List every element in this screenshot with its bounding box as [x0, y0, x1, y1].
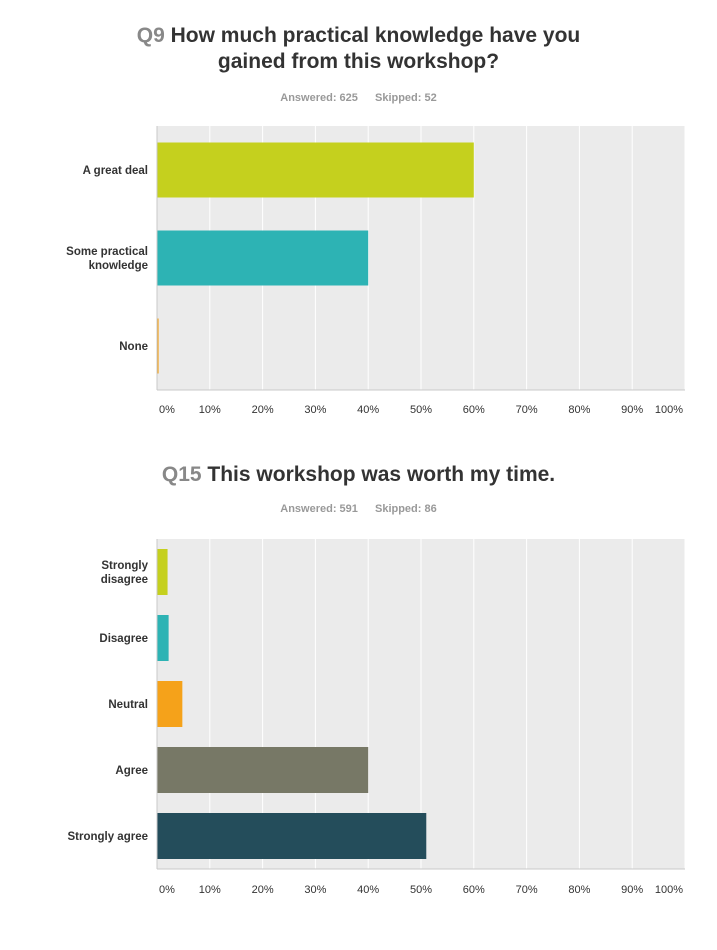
- q15-skipped: Skipped: 86: [374, 503, 437, 515]
- x-tick-label: 50%: [410, 404, 432, 416]
- q15-title: Q15 This workshop was worth my time.: [0, 462, 717, 488]
- q9-title: Q9 How much practical knowledge have you…: [0, 23, 717, 75]
- x-tick-label: 20%: [252, 884, 274, 896]
- x-tick-label: 100%: [655, 884, 683, 896]
- bar: [157, 142, 474, 198]
- x-tick-label: 50%: [410, 884, 432, 896]
- x-tick-label: 70%: [516, 884, 538, 896]
- x-tick-label: 10%: [199, 404, 221, 416]
- x-tick-label: 40%: [357, 884, 379, 896]
- x-tick-label: 60%: [463, 884, 485, 896]
- category-label: Neutral: [108, 699, 148, 711]
- x-tick-label: 10%: [199, 884, 221, 896]
- category-label: Agree: [115, 765, 148, 777]
- q9-answered: Answered: 625: [280, 92, 358, 104]
- x-tick-label: 40%: [357, 404, 379, 416]
- x-tick-label: 90%: [621, 404, 643, 416]
- x-tick-label: 0%: [159, 884, 175, 896]
- bar: [157, 615, 169, 661]
- q15-number: Q15: [161, 463, 202, 486]
- q9-chart: A great deal Some practical knowledge None 0…: [66, 126, 686, 416]
- category-label: Some practical knowledge: [66, 246, 148, 272]
- q9-number: Q9: [136, 24, 165, 47]
- x-tick-label: 30%: [304, 404, 326, 416]
- q9-skipped: Skipped: 52: [374, 92, 437, 104]
- q9-title-line1: How much practical knowledge have you: [170, 24, 581, 47]
- x-tick-label: 0%: [159, 404, 175, 416]
- bar: [157, 747, 369, 793]
- category-label: A great deal: [83, 165, 148, 177]
- q9-title-line2: gained from this workshop?: [217, 50, 500, 73]
- x-tick-label: 20%: [252, 404, 274, 416]
- x-tick-label: 70%: [516, 404, 538, 416]
- category-label: Disagree: [99, 633, 148, 645]
- q15-answered: Answered: 591: [280, 503, 358, 515]
- bar: [157, 813, 427, 859]
- bar: [157, 549, 168, 595]
- q15-chart: Strongly disagree Disagree Neutral Agree Stro…: [67, 539, 686, 896]
- x-tick-label: 80%: [568, 404, 590, 416]
- category-label: Strongly agree: [67, 831, 148, 843]
- bar: [157, 318, 159, 374]
- x-tick-label: 100%: [655, 404, 683, 416]
- x-tick-label: 30%: [304, 884, 326, 896]
- x-tick-label: 90%: [621, 884, 643, 896]
- x-tick-label: 60%: [463, 404, 485, 416]
- bar: [157, 230, 369, 286]
- bar: [157, 681, 183, 727]
- q15-stats: Answered: 591 Skipped: 86: [0, 503, 717, 515]
- category-label: Strongly disagree: [101, 560, 149, 586]
- q9-stats: Answered: 625 Skipped: 52: [0, 92, 717, 104]
- x-tick-label: 80%: [568, 884, 590, 896]
- category-label: None: [119, 341, 148, 353]
- q15-title-line1: This workshop was worth my time.: [207, 463, 556, 486]
